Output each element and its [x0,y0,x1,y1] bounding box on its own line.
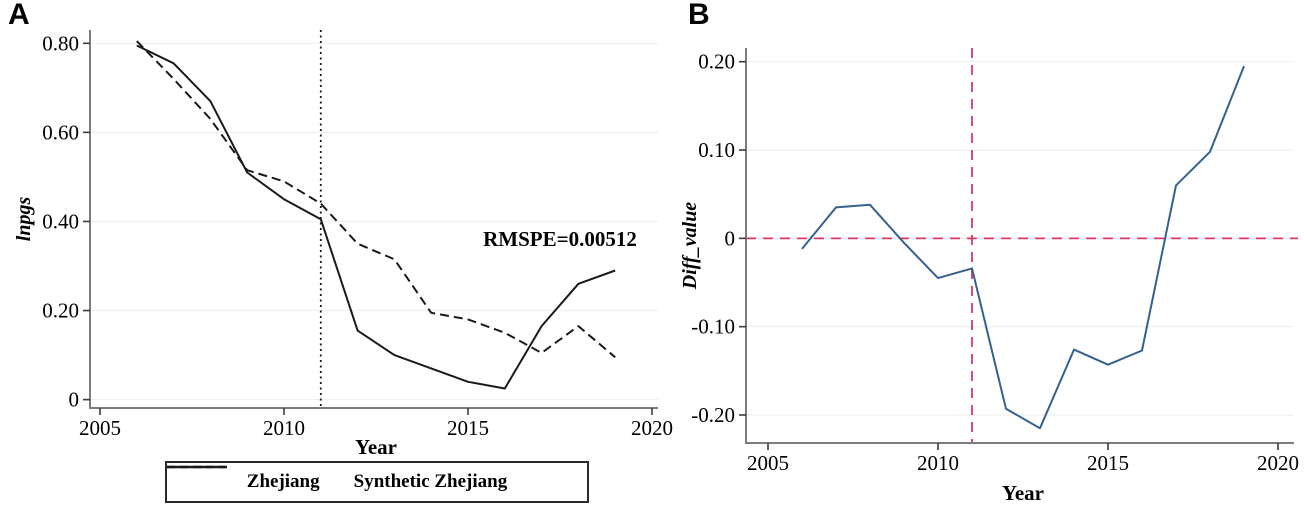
x-tick-label: 2010 [917,451,959,475]
series-line-zhejiang [136,44,616,390]
x-tick-label: 2010 [263,416,305,440]
y-tick-label: 0.80 [42,31,79,55]
panel-a-label: A [8,0,30,31]
rmspe-annotation: RMSPE=0.00512 [483,227,637,251]
x-tick-label: 2015 [1087,451,1129,475]
panel-a: A 0.80 0.60 0.40 0.20 0 2005 2010 2015 2020 RMSPE… [8,0,673,503]
x-axis-title: Year [1002,481,1044,505]
series-line-synthetic-zhejiang [136,40,616,359]
x-tick-label: 2020 [631,416,673,440]
y-tick-label: -0.10 [691,315,735,339]
gridlines [746,61,1294,416]
y-tick-label: 0.60 [42,120,79,144]
x-tick-label: 2005 [79,416,121,440]
x-tick-label: 2015 [447,416,489,440]
legend-label-zhejiang: Zhejiang [246,471,320,492]
panel-b-chart: 0.20 0.10 0 -0.10 -0.20 2005 2010 2015 2020 Year D… [680,48,1299,505]
y-tick-label: 0.20 [42,299,79,323]
series-line-diff-value [801,65,1245,430]
panel-a-chart: 0.80 0.60 0.40 0.20 0 2005 2010 2015 2020 RMSPE=0… [13,30,673,459]
y-tick-label: 0.20 [698,50,735,74]
y-axis-title: lnpgs [13,197,35,242]
legend-entry-synthetic-zhejiang: Synthetic Zhejiang [167,465,508,493]
y-tick-label: -0.20 [691,403,735,427]
y-tick-label: 0.40 [42,209,79,233]
legend: Zhejiang Synthetic Zhejiang [165,461,589,503]
gridlines [90,42,658,401]
panel-b-label: B [688,0,710,31]
legend-entry-zhejiang: Zhejiang [167,465,320,493]
legend-label-synthetic-zhejiang: Synthetic Zhejiang [353,471,508,492]
legend-dashed-line-icon [167,465,231,469]
y-tick-label: 0 [725,226,736,250]
y-tick-label: 0 [69,388,80,412]
x-tick-label: 2020 [1257,451,1299,475]
panel-b: B 0.20 0.10 0 -0.10 -0.20 2005 2010 2015 2020 Yea… [680,0,1304,513]
x-tick-label: 2005 [747,451,789,475]
x-axis-title: Year [355,435,397,459]
y-axis-title: Diff_value [680,202,701,291]
y-tick-label: 0.10 [698,138,735,162]
